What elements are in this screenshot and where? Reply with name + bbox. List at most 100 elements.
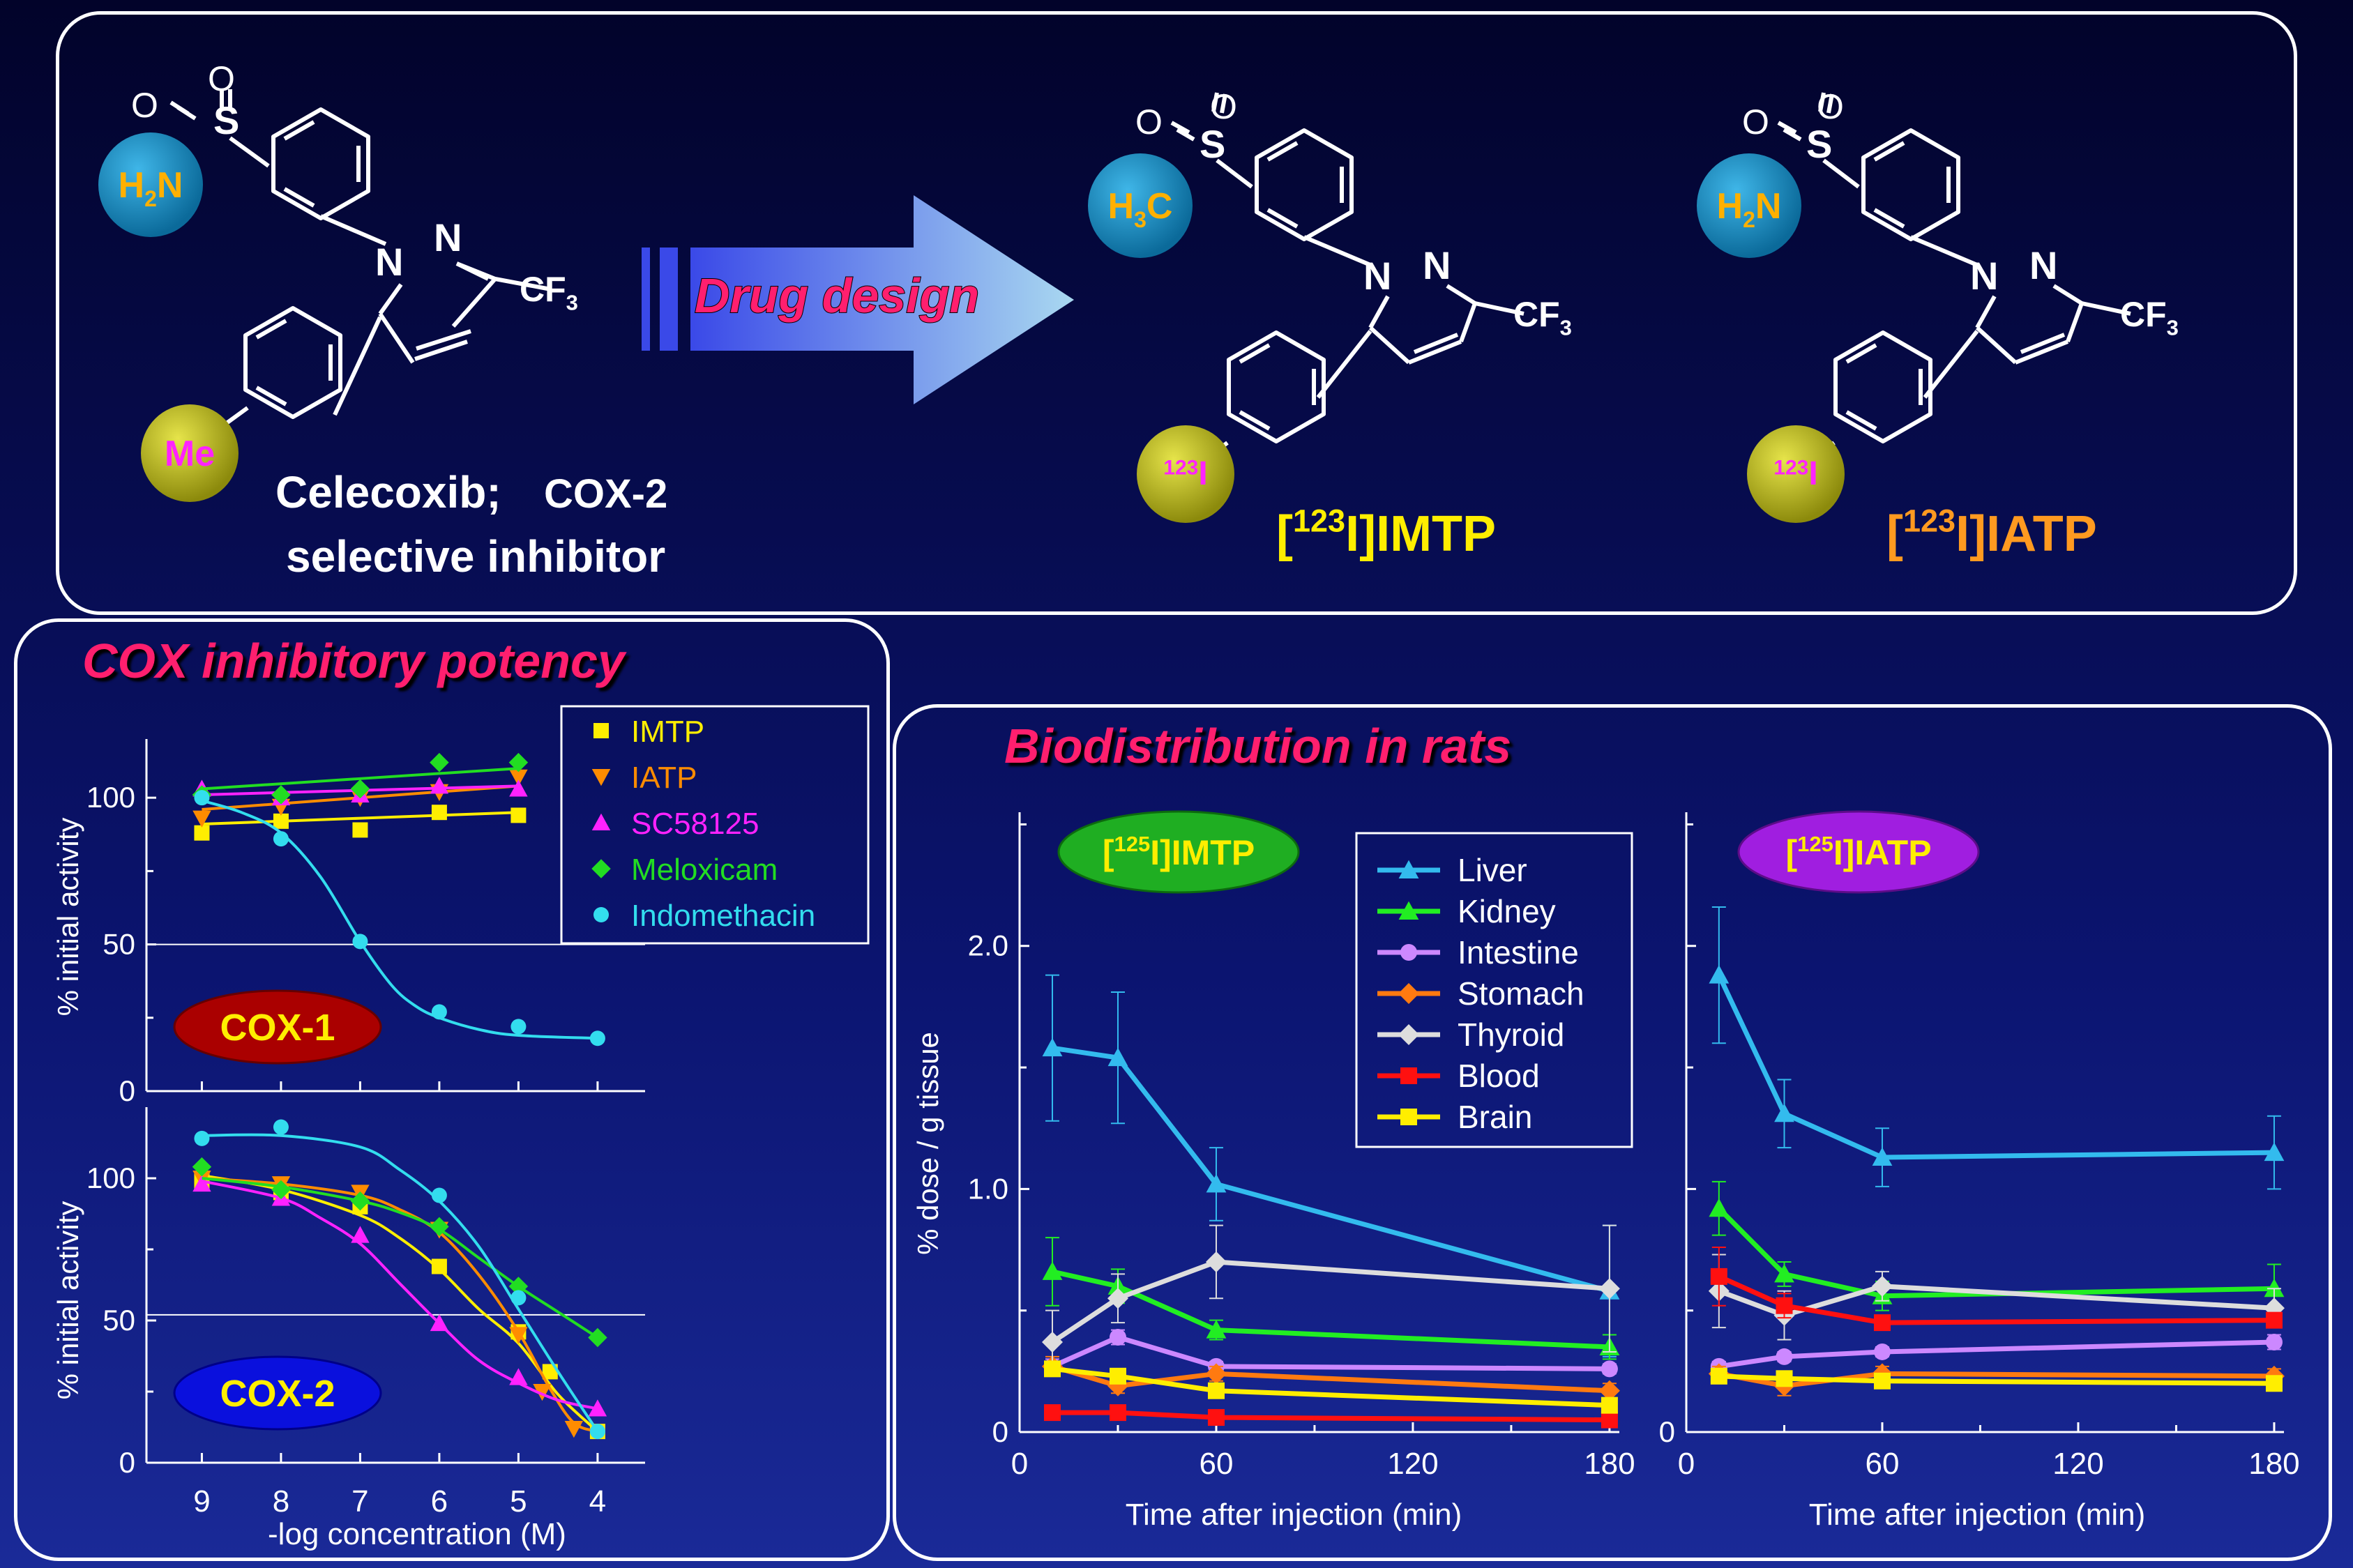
imtp-badge-label: [125I]IMTP (1103, 832, 1255, 872)
data-point-thyroid (1205, 1251, 1227, 1272)
series-line-brain (1052, 1366, 1610, 1408)
x-tick-label: 120 (1387, 1447, 1438, 1481)
data-point-intestine (1109, 1329, 1126, 1346)
data-point-imtp (194, 825, 210, 841)
oxygen-atom: O (1135, 102, 1163, 142)
iodine-highlight (1137, 425, 1234, 523)
legend-marker-sc58125 (591, 813, 611, 830)
data-point-liver (2264, 1142, 2285, 1162)
cf3-group: CF3 (520, 270, 578, 315)
bio-legend: Liver Kidney Intestine Stomach Thyroid Blood B… (1377, 852, 1584, 1135)
data-point-blood (1109, 1404, 1126, 1422)
series-line-intestine (1718, 1339, 2275, 1369)
sulfur-atom: S (213, 98, 239, 142)
data-point-iatp (564, 1421, 584, 1438)
data-point-iatp (192, 810, 211, 828)
data-point-intestine (1601, 1360, 1618, 1378)
data-point-liver (1107, 1047, 1128, 1067)
data-point-brain (1873, 1372, 1891, 1390)
y-tick-label: 50 (103, 928, 135, 961)
iodine-label: 123I (1163, 455, 1207, 492)
oxygen-atom: O (1817, 87, 1844, 126)
methyl-group: Me (165, 434, 215, 474)
data-point-brain (1043, 1360, 1061, 1378)
data-point-sc58125 (588, 1399, 607, 1417)
data-point-blood (1601, 1411, 1618, 1429)
nitrogen-atom: N (1363, 254, 1391, 298)
y-tick-label: 0 (119, 1074, 135, 1107)
data-point-iatp (509, 1327, 528, 1344)
series-indomethacin (194, 1119, 605, 1440)
series-meloxicam (192, 752, 529, 805)
sulfonamide-highlight (1697, 153, 1801, 258)
iatp-badge-label: [125I]IATP (1785, 832, 1931, 872)
x-tick-label: 0 (1011, 1447, 1028, 1481)
y-tick-label: 100 (86, 1162, 135, 1194)
y-tick-label: 0 (119, 1446, 135, 1479)
legend-label-meloxicam: Meloxicam (631, 853, 778, 887)
x-tick-label: 5 (510, 1484, 527, 1518)
cox1-badge (173, 989, 382, 1065)
x-tick-label: 0 (1678, 1447, 1695, 1481)
series-indomethacin (194, 790, 605, 1046)
data-point-thyroid (1107, 1288, 1128, 1309)
data-point-liver (1042, 1037, 1063, 1057)
series-line-kidney (1052, 1269, 1610, 1350)
data-point-sc58125 (351, 1226, 370, 1243)
data-point-indomethacin (194, 1130, 210, 1146)
sulfonamide-group: H2N (119, 165, 183, 211)
series-imtp (194, 805, 527, 841)
methyl-highlight (141, 404, 239, 502)
fit-line-imtp (202, 811, 519, 826)
cox2-badge (173, 1355, 382, 1431)
cf3-group: CF3 (2120, 295, 2179, 340)
legend-marker-indomethacin (593, 907, 609, 922)
y-tick-label: 0 (992, 1415, 1008, 1448)
data-point-indomethacin (510, 1290, 527, 1306)
cox1-badge-label: COX-1 (220, 1007, 335, 1049)
series-line-thyroid (1718, 1284, 2275, 1318)
data-point-indomethacin (589, 1030, 605, 1046)
nitrogen-atom: N (375, 240, 403, 284)
series-brain (1043, 1360, 1618, 1414)
legend-marker-liver (1398, 860, 1419, 878)
sulfur-atom: S (1200, 122, 1225, 166)
data-point-imtp (510, 807, 527, 823)
data-point-imtp (273, 813, 289, 829)
bio-xlabel-right: Time after injection (min) (1809, 1498, 2146, 1532)
imtp-name: [123I]IMTP (1276, 503, 1496, 562)
cox-plot-2: 0 50 100 9 8 7 6 5 4 (86, 1107, 645, 1518)
x-tick-label: 180 (2248, 1447, 2299, 1481)
data-point-indomethacin (510, 1019, 527, 1035)
series-brain (1710, 1367, 2283, 1392)
data-point-brain (1776, 1370, 1793, 1387)
data-point-kidney (1709, 1198, 1730, 1217)
legend-label-blood: Blood (1458, 1058, 1540, 1094)
data-point-meloxicam (350, 1191, 370, 1211)
sulfonamide-group: H2N (1717, 186, 1782, 232)
data-point-imtp (352, 822, 368, 838)
data-point-meloxicam (430, 1217, 449, 1237)
legend-label-imtp: IMTP (631, 715, 704, 749)
data-point-indomethacin (273, 831, 289, 847)
cox-legend: IMTP IATP SC58125 Meloxicam Indomethacin (591, 715, 815, 933)
bio-plot-4: 00 60 120 180 (1659, 812, 2300, 1481)
data-point-brain (2265, 1375, 2283, 1392)
sulfonamide-highlight (98, 132, 203, 237)
data-point-sc58125 (430, 1314, 449, 1332)
cf3-group: CF3 (1513, 295, 1572, 340)
celecoxib-structure: S O O N N CF3 H2N Me Celecoxib; COX-2 se… (98, 59, 667, 581)
legend-marker-meloxicam (591, 859, 611, 878)
data-point-brain (1109, 1367, 1126, 1385)
x-tick-label: 9 (193, 1484, 210, 1518)
top-graphics: S O O N N CF3 H2N Me Celecoxib; COX-2 se… (98, 59, 2179, 581)
legend-label-indomethacin: Indomethacin (631, 899, 815, 933)
data-point-kidney (1774, 1263, 1794, 1283)
legend-label-kidney: Kidney (1458, 893, 1556, 929)
data-point-thyroid (1871, 1275, 1893, 1297)
bio-ylabel: % dose / g tissue (911, 1032, 944, 1255)
oxygen-atom: O (208, 59, 235, 98)
data-point-liver (1774, 1103, 1794, 1122)
cox1-ylabel: % initial activity (52, 818, 84, 1017)
